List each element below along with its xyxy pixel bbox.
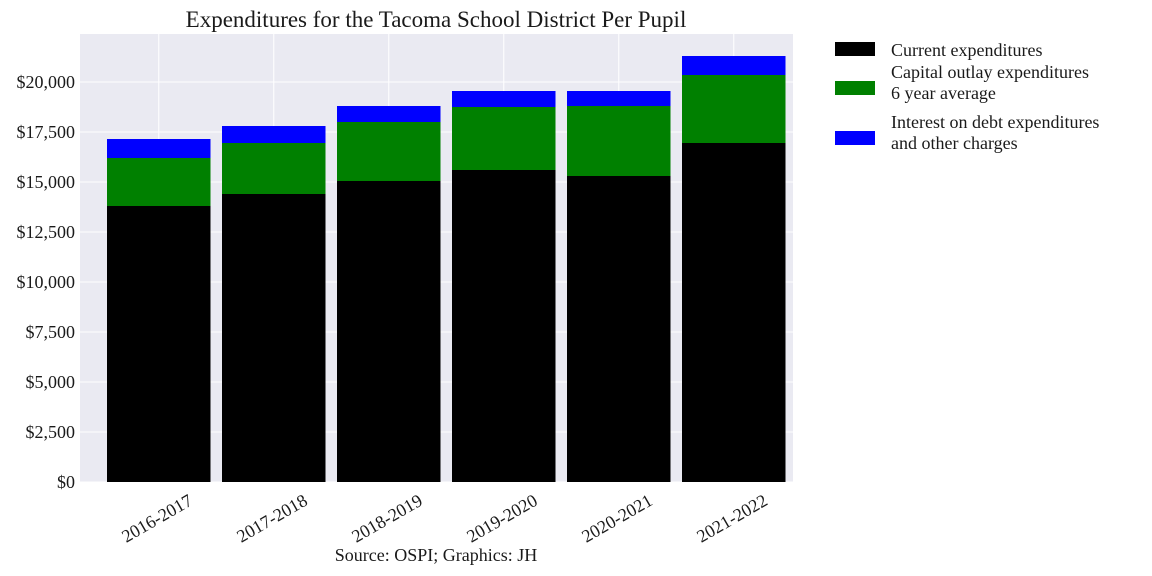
x-axis: 2016-2017 2017-2018 2018-2019 2019-2020 2020… bbox=[118, 490, 771, 546]
x-tick-label: 2020-2021 bbox=[578, 490, 656, 546]
y-axis: $0 $2,500 $5,000 $7,500 $10,000 $12,500 $15,00… bbox=[17, 72, 76, 492]
bar-interest bbox=[682, 56, 786, 75]
y-tick-label: $0 bbox=[57, 472, 75, 492]
x-tick-label: 2018-2019 bbox=[348, 490, 426, 546]
bar-interest bbox=[567, 91, 671, 106]
bar-current bbox=[107, 206, 211, 482]
legend-swatch-current bbox=[835, 42, 875, 56]
legend-swatch-interest bbox=[835, 131, 875, 145]
bars bbox=[107, 56, 786, 482]
x-tick-label: 2019-2020 bbox=[463, 490, 541, 546]
bar-current bbox=[452, 170, 556, 482]
x-tick-label: 2017-2018 bbox=[233, 490, 311, 546]
bar-capital bbox=[567, 106, 671, 176]
chart-title: Expenditures for the Tacoma School Distr… bbox=[186, 7, 687, 32]
legend-label-current: Current expenditures bbox=[891, 40, 1042, 60]
bar-current bbox=[567, 176, 671, 482]
y-tick-label: $12,500 bbox=[17, 222, 76, 242]
y-tick-label: $5,000 bbox=[26, 372, 76, 392]
bar-capital bbox=[337, 122, 441, 181]
bar-current bbox=[682, 143, 786, 482]
bar-interest bbox=[452, 91, 556, 107]
x-tick-label: 2021-2022 bbox=[693, 490, 771, 546]
y-tick-label: $15,000 bbox=[17, 172, 76, 192]
bar-current bbox=[222, 194, 326, 482]
bar-capital bbox=[222, 143, 326, 194]
legend-label-capital: Capital outlay expenditures 6 year averag… bbox=[891, 62, 1089, 103]
y-tick-label: $20,000 bbox=[17, 72, 76, 92]
bar-current bbox=[337, 181, 441, 482]
source-caption: Source: OSPI; Graphics: JH bbox=[335, 545, 537, 565]
y-tick-label: $7,500 bbox=[26, 322, 76, 342]
bar-interest bbox=[222, 126, 326, 143]
legend-swatch-capital bbox=[835, 81, 875, 95]
legend-label-interest: Interest on debt expenditures and other c… bbox=[891, 112, 1099, 153]
bar-capital bbox=[452, 107, 556, 170]
y-tick-label: $10,000 bbox=[17, 272, 76, 292]
x-tick-label: 2016-2017 bbox=[118, 490, 196, 546]
bar-interest bbox=[337, 106, 441, 122]
bar-interest bbox=[107, 139, 211, 158]
bar-capital bbox=[107, 158, 211, 206]
bar-capital bbox=[682, 75, 786, 143]
y-tick-label: $17,500 bbox=[17, 122, 76, 142]
y-tick-label: $2,500 bbox=[26, 422, 76, 442]
